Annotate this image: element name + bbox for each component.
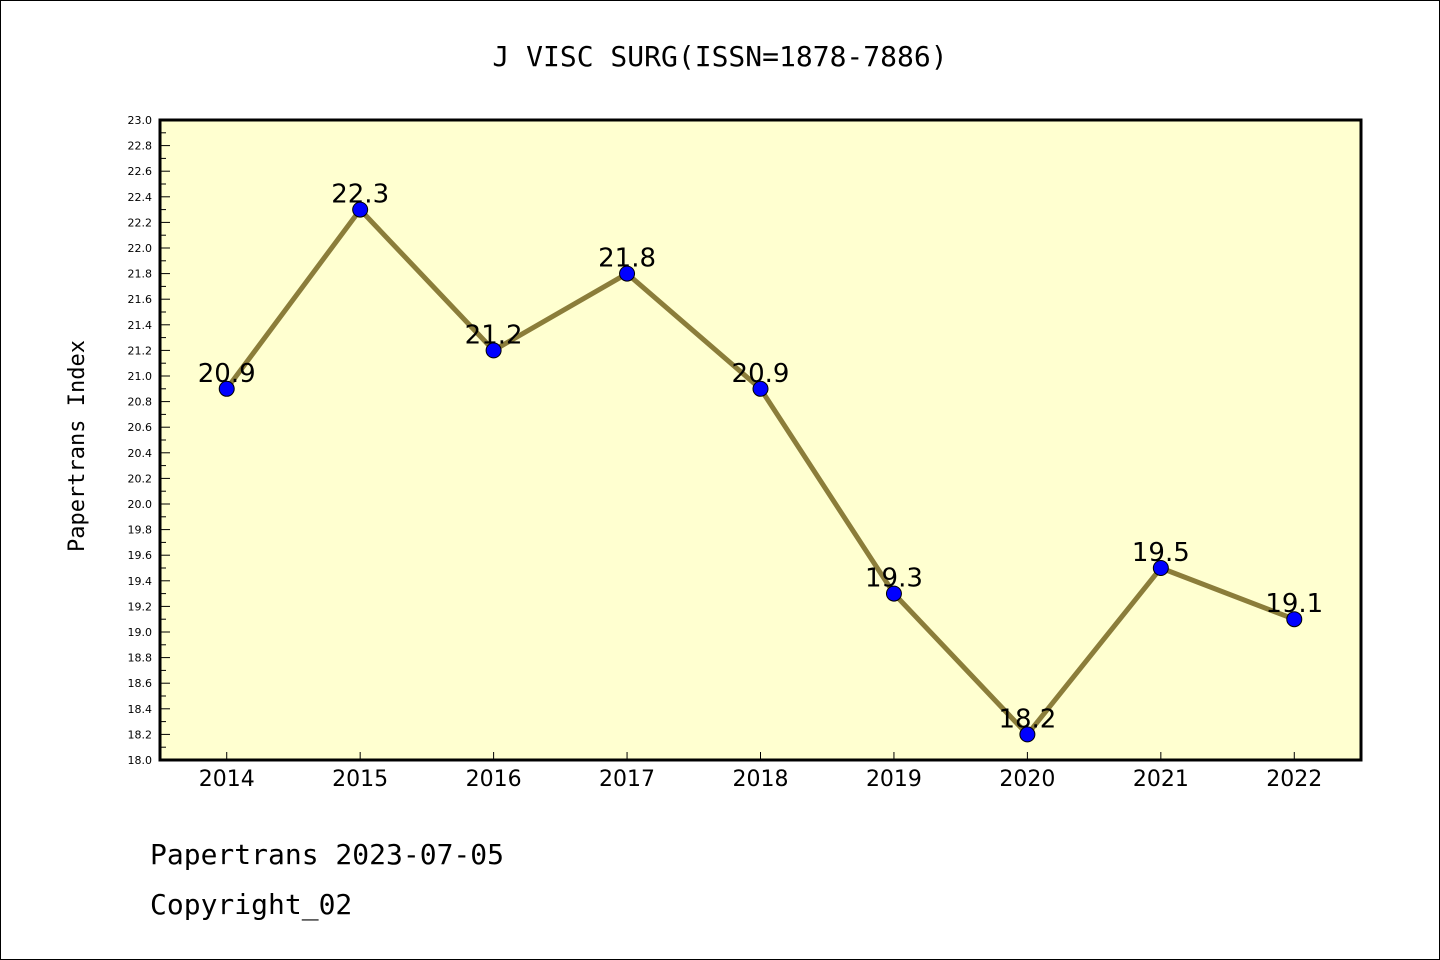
y-tick-label: 21.6 — [128, 293, 153, 306]
data-label: 20.9 — [198, 359, 256, 389]
data-label: 21.2 — [465, 320, 523, 350]
y-tick-label: 21.0 — [128, 370, 153, 383]
data-label: 19.5 — [1132, 538, 1190, 568]
x-tick-label: 2020 — [999, 767, 1055, 792]
y-tick-label: 22.0 — [128, 242, 153, 255]
x-tick-label: 2018 — [733, 767, 789, 792]
x-tick-label: 2015 — [332, 767, 388, 792]
data-label: 19.3 — [865, 564, 923, 594]
data-point — [1286, 611, 1303, 628]
data-label: 18.2 — [998, 704, 1056, 734]
y-tick-label: 19.2 — [128, 600, 153, 613]
y-tick-label: 20.4 — [128, 447, 153, 460]
y-axis-label: Papertrans Index — [65, 340, 90, 552]
y-tick-label: 18.6 — [128, 677, 153, 690]
y-tick-label: 18.4 — [128, 703, 153, 716]
data-label: 21.8 — [598, 244, 656, 274]
x-tick-label: 2014 — [199, 767, 255, 792]
x-tick-label: 2016 — [466, 767, 522, 792]
footer-date: Papertrans 2023-07-05 — [150, 838, 504, 871]
y-tick-label: 18.2 — [128, 728, 153, 741]
chart-title: J VISC SURG(ISSN=1878-7886) — [492, 40, 947, 73]
y-tick-label: 19.0 — [128, 626, 153, 639]
y-tick-label: 19.6 — [128, 549, 153, 562]
y-tick-label: 22.8 — [128, 140, 153, 153]
y-tick-label: 22.6 — [128, 165, 153, 178]
y-tick-label: 23.0 — [128, 114, 153, 127]
x-tick-label: 2019 — [866, 767, 922, 792]
plot-area — [160, 120, 1361, 760]
data-point — [352, 201, 369, 218]
y-tick-label: 18.8 — [128, 652, 153, 665]
y-tick-label: 21.2 — [128, 344, 153, 357]
y-tick-label: 20.6 — [128, 421, 153, 434]
y-tick-label: 21.4 — [128, 319, 153, 332]
data-point — [885, 585, 902, 602]
x-tick-label: 2022 — [1266, 767, 1322, 792]
y-tick-label: 20.8 — [128, 396, 153, 409]
y-tick-label: 22.2 — [128, 216, 153, 229]
y-tick-label: 19.4 — [128, 575, 153, 588]
y-tick-label: 18.0 — [128, 754, 153, 767]
footer-copyright: Copyright_02 — [150, 888, 352, 922]
y-tick-label: 20.2 — [128, 472, 153, 485]
y-tick-label: 20.0 — [128, 498, 153, 511]
data-point — [218, 380, 235, 397]
data-point — [752, 380, 769, 397]
x-tick-label: 2017 — [599, 767, 655, 792]
data-point — [485, 342, 502, 359]
y-tick-label: 21.8 — [128, 268, 153, 281]
data-label: 22.3 — [331, 180, 389, 210]
y-tick-label: 19.8 — [128, 524, 153, 537]
data-point — [619, 265, 636, 282]
data-label: 20.9 — [732, 359, 790, 389]
data-point — [1019, 726, 1036, 743]
data-point — [1152, 560, 1169, 576]
y-tick-label: 22.4 — [128, 191, 153, 204]
data-label: 19.1 — [1265, 589, 1323, 619]
x-tick-label: 2021 — [1133, 767, 1189, 792]
plot-border — [158, 118, 1363, 762]
